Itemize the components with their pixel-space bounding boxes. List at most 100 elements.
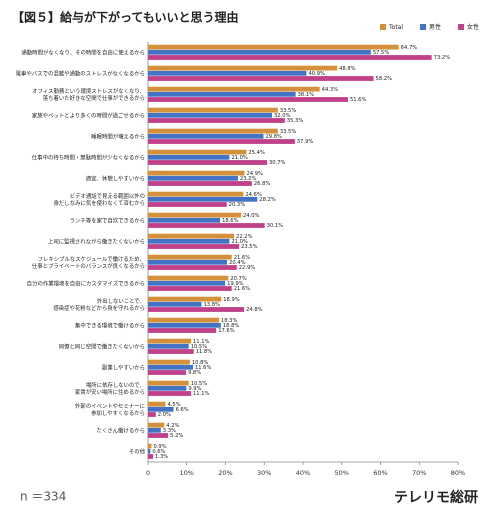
category-label: 仕事中の待ち時間・無駄時間が少なくなるから	[32, 153, 145, 161]
bar	[148, 338, 192, 344]
bar	[148, 160, 267, 165]
value-label: 57.5%	[373, 50, 390, 56]
bar	[148, 44, 399, 50]
bar	[148, 406, 174, 412]
bar	[148, 328, 217, 333]
value-label: 20.7%	[230, 276, 247, 282]
bar	[148, 175, 238, 181]
category-label: 電車やバスでの混雑や通勤のストレスがなくなるから	[16, 69, 145, 77]
x-tick-label: 30%	[257, 469, 271, 477]
value-label: 24.8%	[246, 307, 263, 313]
value-label: 58.2%	[376, 76, 393, 82]
bar	[148, 86, 320, 92]
value-label: 5.2%	[170, 433, 183, 439]
bar	[148, 223, 265, 228]
value-label: 32.0%	[274, 113, 291, 119]
bar	[148, 364, 193, 370]
bar	[148, 427, 161, 433]
bar	[148, 196, 258, 202]
value-label: 23.5%	[241, 244, 258, 250]
legend-label: 男性	[429, 23, 441, 31]
bar	[148, 128, 278, 134]
bar	[148, 202, 227, 207]
bar	[148, 191, 244, 197]
bar	[148, 359, 190, 365]
value-label: 64.7%	[401, 45, 418, 51]
value-label: 4.2%	[166, 423, 179, 429]
bar	[148, 412, 156, 417]
value-label: 11.8%	[196, 349, 213, 355]
value-label: 73.2%	[434, 55, 451, 61]
category-label: 副業しやすいから	[102, 363, 145, 371]
value-label: 18.3%	[221, 318, 238, 324]
bar	[148, 422, 165, 428]
category-label: ランチ等を家で自炊できるから	[70, 216, 145, 224]
bar	[148, 76, 374, 81]
value-label: 6.6%	[176, 407, 189, 413]
category-label: 集中できる環境で働けるから	[75, 321, 145, 329]
bar	[148, 307, 245, 312]
bar	[148, 286, 232, 291]
bar	[148, 91, 296, 97]
x-tick-label: 80%	[451, 469, 465, 477]
category-label: 外出しないことで、感染症や花粉などから身を守れるから	[53, 297, 145, 312]
bar	[148, 238, 230, 244]
bar	[148, 97, 348, 102]
x-tick-label: 20%	[218, 469, 232, 477]
value-label: 33.5%	[280, 129, 297, 135]
x-tick-label: 50%	[335, 469, 349, 477]
bar	[148, 280, 226, 286]
value-label: 21.0%	[231, 155, 248, 161]
bar	[148, 244, 240, 249]
value-label: 24.0%	[243, 213, 260, 219]
bar	[148, 301, 202, 307]
value-label: 18.9%	[223, 297, 240, 303]
value-label: 21.6%	[234, 255, 251, 261]
x-tick-label: 0	[146, 469, 150, 477]
value-label: 11.6%	[195, 365, 212, 371]
x-tick-label: 10%	[180, 469, 194, 477]
value-label: 11.1%	[193, 391, 210, 397]
value-label: 1.3%	[155, 454, 168, 460]
bar	[148, 133, 264, 139]
bar	[148, 443, 152, 449]
bar	[148, 254, 232, 260]
value-label: 22.9%	[239, 265, 256, 271]
bar	[148, 275, 229, 281]
value-label: 22.2%	[236, 234, 253, 240]
category-label: 場所に依存しないので、家賃が安い場所に住めるから	[75, 381, 145, 396]
value-label: 10.5%	[191, 344, 208, 350]
value-label: 18.6%	[222, 218, 239, 224]
x-tick-label: 70%	[412, 469, 426, 477]
bar	[148, 233, 235, 239]
value-label: 20.3%	[229, 202, 246, 208]
value-label: 30.1%	[267, 223, 284, 229]
bar	[148, 217, 221, 223]
value-label: 11.1%	[193, 339, 210, 345]
bar	[148, 70, 307, 76]
bar	[148, 107, 278, 113]
bar	[148, 49, 371, 55]
bar	[148, 170, 245, 176]
bar	[148, 385, 187, 391]
bar	[148, 212, 241, 218]
value-label: 4.5%	[167, 402, 180, 408]
bar	[148, 296, 222, 302]
legend-label: 女性	[467, 23, 479, 31]
bar	[148, 433, 169, 438]
legend-swatch	[380, 24, 386, 30]
category-label: フレキシブルなスケジュールで働けるため、仕事とプライベートのバランスが良くなるか…	[32, 255, 145, 270]
bar	[148, 370, 186, 375]
value-label: 0.6%	[152, 449, 165, 455]
value-label: 2.0%	[158, 412, 171, 418]
bar	[148, 391, 192, 396]
chart-title: 【図５】給与が下がってもいいと思う理由	[12, 10, 239, 25]
bar	[148, 343, 189, 349]
value-label: 40.9%	[308, 71, 325, 77]
value-label: 38.1%	[298, 92, 315, 98]
bar	[148, 154, 230, 160]
category-label: 外部のイベントやセミナーに参加しやすくなるから	[75, 402, 145, 417]
x-tick-label: 40%	[296, 469, 310, 477]
category-label: オフィス勤務という環境ストレスがなくなり、落ち着いた好きな空間で仕事ができるから	[32, 87, 145, 102]
